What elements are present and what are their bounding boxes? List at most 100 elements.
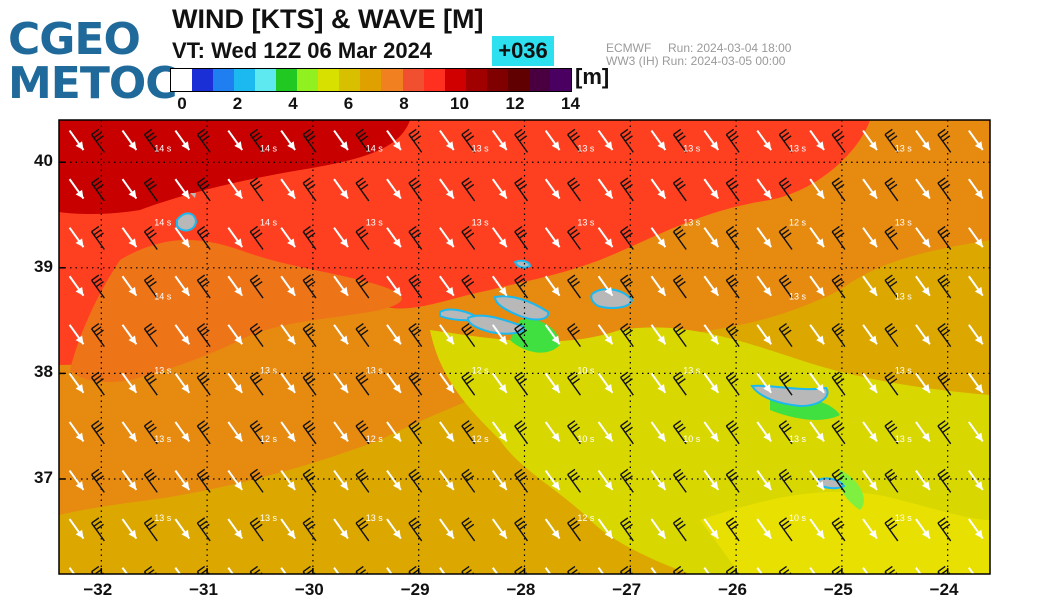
wind-barb bbox=[355, 128, 370, 153]
wave-period-label: 12 s bbox=[577, 513, 595, 523]
wind-arrow bbox=[756, 567, 764, 574]
wind-arrow bbox=[386, 275, 402, 297]
wind-barb bbox=[249, 128, 264, 153]
wind-barb bbox=[831, 420, 846, 445]
wind-arrow bbox=[968, 518, 984, 540]
wind-arrow bbox=[333, 372, 349, 394]
colorbar-tick-label: 6 bbox=[343, 94, 354, 113]
wind-arrow bbox=[68, 372, 85, 394]
wind-barb bbox=[461, 323, 476, 348]
wind-arrow bbox=[174, 129, 191, 151]
latitude-tick-label: 40 bbox=[34, 151, 53, 171]
wave-period-label: 13 s bbox=[472, 218, 490, 228]
wind-arrow bbox=[597, 567, 605, 574]
wind-barb bbox=[355, 371, 370, 396]
wind-barb bbox=[514, 517, 529, 542]
wave-period-label: 14 s bbox=[154, 218, 172, 228]
wind-barb bbox=[302, 177, 317, 202]
wave-period-label: 13 s bbox=[260, 513, 278, 523]
wind-barb bbox=[937, 225, 952, 250]
wave-period-label: 14 s bbox=[260, 144, 278, 154]
wind-barb bbox=[567, 128, 581, 153]
wind-barb bbox=[355, 274, 370, 299]
wind-barb bbox=[143, 371, 158, 396]
longitude-tick-label: −32 bbox=[83, 580, 113, 599]
wave-period-label: 12 s bbox=[789, 218, 807, 228]
wave-period-label: 13 s bbox=[154, 365, 172, 375]
wind-arrow bbox=[386, 421, 402, 442]
wind-arrow bbox=[333, 178, 349, 200]
wind-arrow bbox=[544, 518, 561, 540]
wind-barb bbox=[725, 420, 740, 445]
wind-arrow bbox=[915, 421, 931, 442]
wind-barb bbox=[143, 420, 158, 445]
wind-arrow bbox=[968, 421, 984, 442]
wave-period-label: 13 s bbox=[260, 365, 278, 375]
wind-barb bbox=[408, 517, 423, 542]
wind-arrow bbox=[915, 324, 931, 345]
wind-arrow bbox=[756, 227, 772, 248]
wind-barb bbox=[831, 517, 846, 542]
wind-barb bbox=[249, 274, 264, 299]
wind-barb bbox=[91, 517, 105, 542]
wind-barb bbox=[884, 371, 899, 396]
wind-barb bbox=[778, 128, 793, 153]
wind-arrow bbox=[597, 324, 614, 345]
colorbar-swatch bbox=[528, 69, 550, 91]
wind-arrow bbox=[915, 129, 931, 151]
colorbar-tick-label: 0 bbox=[177, 94, 187, 113]
wind-barb bbox=[884, 420, 899, 445]
colorbar-swatch bbox=[339, 69, 361, 91]
wind-barb bbox=[196, 420, 211, 445]
axis-ticks bbox=[59, 161, 949, 574]
wind-arrow bbox=[650, 275, 667, 297]
wave-period-label: 13 s bbox=[789, 144, 807, 154]
wind-barb bbox=[514, 177, 529, 202]
wind-barb bbox=[672, 323, 687, 348]
wind-barb bbox=[91, 177, 105, 202]
wind-barb bbox=[143, 517, 158, 542]
wind-arrow bbox=[597, 469, 614, 491]
valid-time: VT: Wed 12Z 06 Mar 2024 bbox=[172, 38, 433, 63]
wind-barb bbox=[831, 323, 846, 348]
wind-barb bbox=[991, 518, 1004, 541]
wind-arrow bbox=[68, 275, 85, 297]
wind-barb bbox=[249, 468, 264, 493]
wind-arrow bbox=[862, 567, 869, 574]
wind-barb bbox=[831, 274, 846, 299]
wave-period-label: 14 s bbox=[154, 291, 172, 301]
wind-arrow bbox=[333, 469, 349, 491]
wind-arrow bbox=[491, 178, 508, 200]
wind-arrow bbox=[439, 372, 455, 394]
wind-barb bbox=[91, 323, 105, 348]
wind-barb bbox=[408, 225, 423, 250]
wind-barb bbox=[143, 128, 158, 153]
wind-arrow bbox=[333, 324, 349, 345]
wind-barb bbox=[778, 274, 793, 299]
wind-arrow bbox=[862, 129, 878, 151]
wind-arrow bbox=[862, 275, 878, 297]
wind-arrow bbox=[227, 129, 244, 151]
colorbar-swatch bbox=[423, 69, 445, 91]
wind-arrow bbox=[68, 567, 76, 574]
wind-barb bbox=[937, 128, 952, 153]
wind-barb bbox=[725, 468, 740, 493]
wind-arrow bbox=[68, 178, 85, 200]
wind-barb bbox=[461, 128, 476, 153]
wind-barb bbox=[514, 468, 529, 493]
colorbar-swatch bbox=[192, 69, 214, 91]
wind-barb bbox=[831, 225, 846, 250]
wind-arrow bbox=[386, 567, 393, 574]
wind-barb bbox=[567, 323, 581, 348]
wind-barb bbox=[937, 420, 952, 445]
wind-barb bbox=[567, 517, 581, 542]
wind-arrow bbox=[862, 178, 878, 200]
wind-arrow bbox=[227, 372, 244, 394]
wind-barb bbox=[302, 274, 317, 299]
wind-barb bbox=[143, 225, 158, 250]
wind-arrow bbox=[862, 421, 878, 442]
wind-arrow bbox=[650, 129, 667, 151]
wind-barb bbox=[461, 274, 476, 299]
wind-arrow bbox=[333, 567, 340, 574]
